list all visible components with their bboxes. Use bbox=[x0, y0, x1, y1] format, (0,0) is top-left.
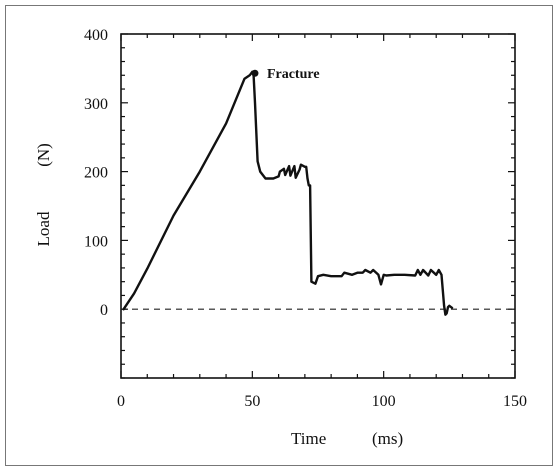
y-tick-label: 100 bbox=[84, 233, 108, 250]
tick-labels: 0 100 200 300 400 0 50 100 150 bbox=[84, 27, 527, 410]
x-tick-label: 0 bbox=[117, 393, 125, 410]
tick-marks bbox=[120, 33, 516, 379]
load-curve-line bbox=[122, 70, 454, 316]
y-tick-label: 400 bbox=[84, 27, 108, 44]
y-axis-label: Load bbox=[34, 211, 53, 246]
figure-frame bbox=[5, 5, 553, 466]
x-tick-label: 50 bbox=[244, 393, 260, 410]
y-axis-unit: (N) bbox=[34, 143, 53, 167]
plot-area-border bbox=[120, 33, 516, 379]
y-tick-label: 200 bbox=[84, 165, 108, 182]
x-tick-label: 150 bbox=[503, 393, 527, 410]
fracture-point bbox=[251, 69, 259, 77]
x-axis-label: Time bbox=[291, 429, 326, 448]
y-tick-label: 0 bbox=[100, 302, 108, 319]
x-axis-unit: (ms) bbox=[372, 429, 403, 448]
fracture-annotation: Fracture bbox=[267, 67, 320, 82]
x-tick-label: 100 bbox=[372, 393, 396, 410]
axes bbox=[120, 33, 516, 379]
y-tick-label: 300 bbox=[84, 96, 108, 113]
